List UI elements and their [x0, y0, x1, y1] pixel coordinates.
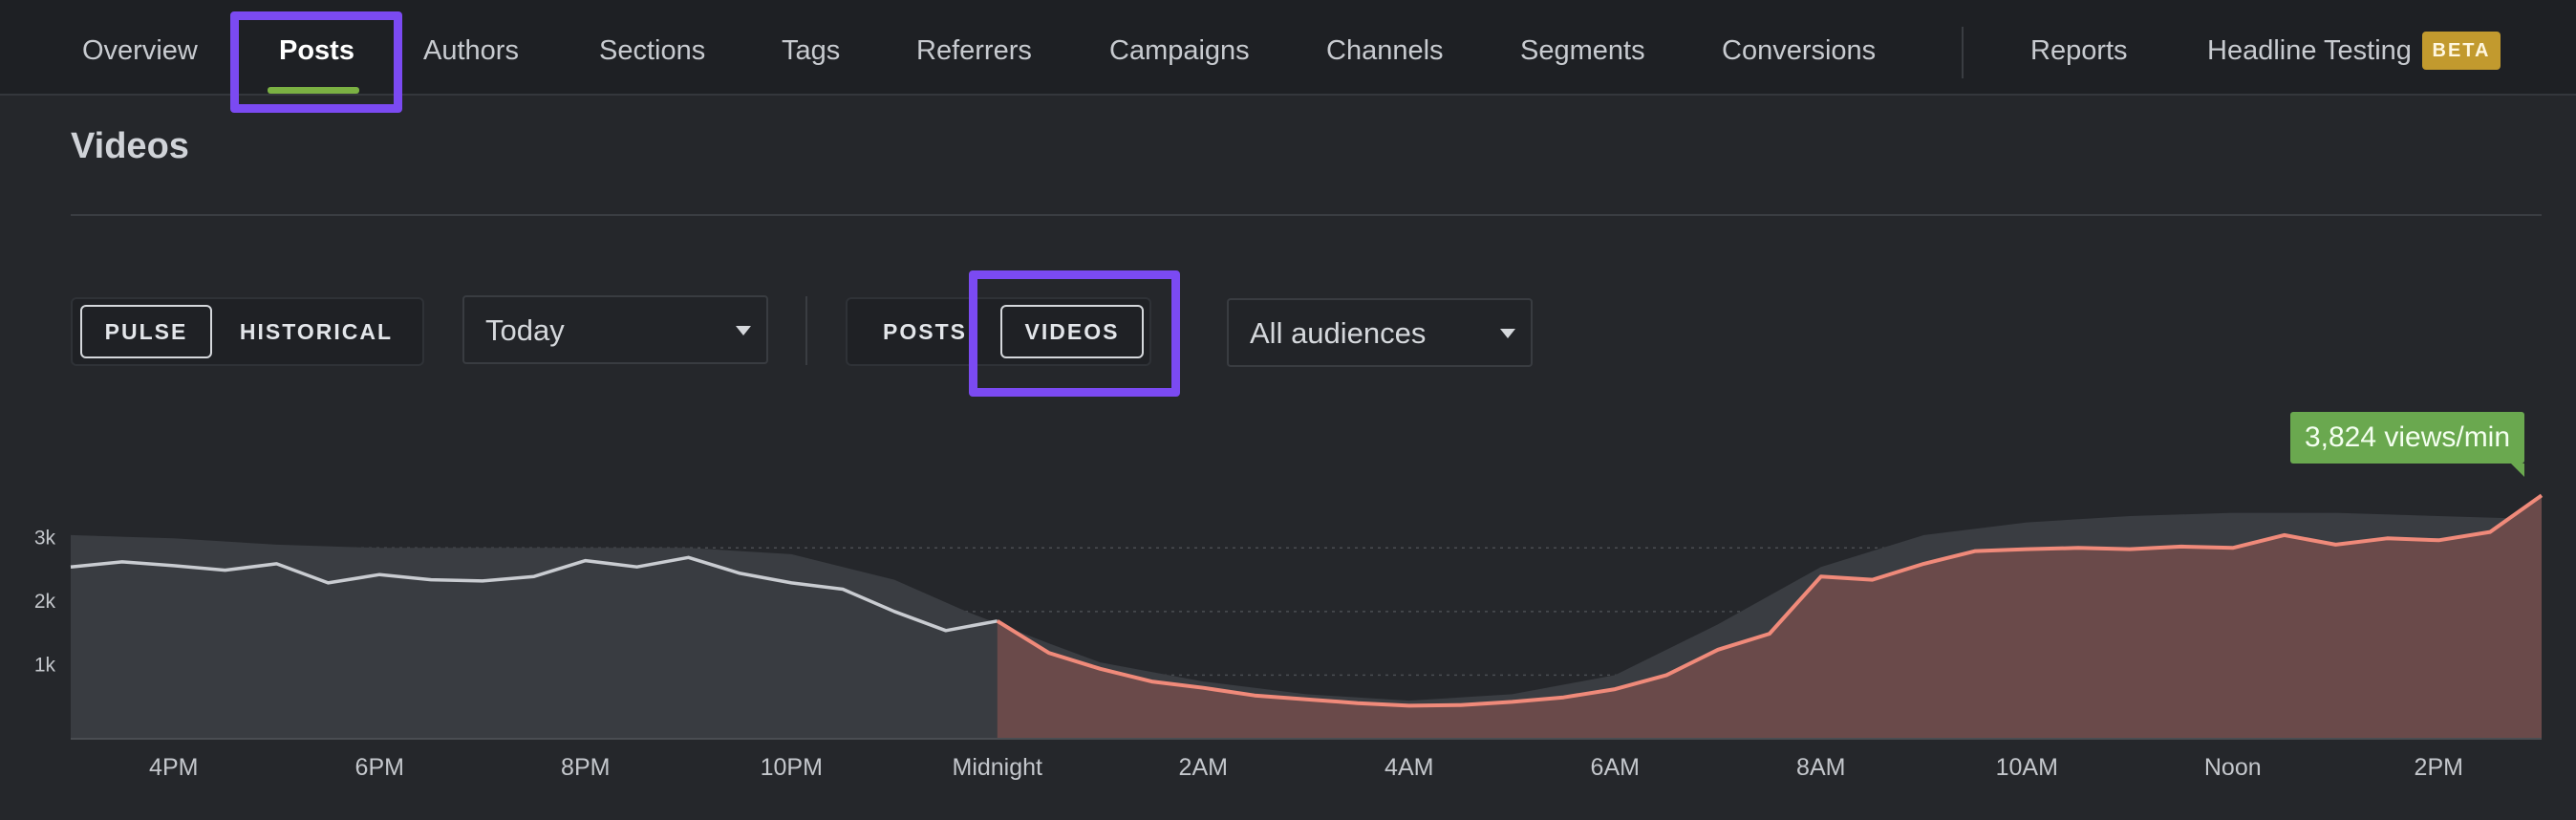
nav-tags[interactable]: Tags — [782, 35, 841, 66]
nav-conversions[interactable]: Conversions — [1722, 35, 1877, 66]
today-current-line — [996, 493, 2544, 708]
y-axis-labels: 1k 2k 3k — [34, 527, 56, 676]
x-tick-label: 10AM — [1996, 754, 2058, 781]
audience-dropdown[interactable]: All audiences — [1227, 298, 1533, 367]
nav-reports[interactable]: Reports — [2030, 35, 2128, 66]
date-dropdown-value: Today — [485, 313, 565, 347]
x-tick-label: 8AM — [1796, 754, 1845, 781]
x-tick-label: 2AM — [1179, 754, 1228, 781]
x-tick-label: 4AM — [1385, 754, 1433, 781]
x-tick-label: 10PM — [761, 754, 823, 781]
chevron-down-icon — [736, 326, 751, 335]
x-tick-label: 2PM — [2415, 754, 2463, 781]
date-dropdown[interactable]: Today — [462, 295, 768, 364]
content-toggle: POSTS VIDEOS — [846, 297, 1151, 366]
x-tick-label: 6AM — [1591, 754, 1640, 781]
today-current-area — [997, 495, 2542, 739]
x-tick-label: 8PM — [561, 754, 610, 781]
audience-dropdown-value: All audiences — [1250, 316, 1427, 350]
current-value-tooltip: 3,824 views/min — [2290, 412, 2524, 464]
videos-button[interactable]: VIDEOS — [1000, 305, 1144, 358]
x-tick-label: 4PM — [149, 754, 198, 781]
chevron-down-icon — [1500, 329, 1515, 338]
beta-badge: BETA — [2422, 32, 2501, 70]
y-tick-label: 3k — [34, 527, 56, 549]
today-past-area — [71, 557, 998, 739]
page-title: Videos — [71, 126, 189, 166]
views-chart: 1k 2k 3k 4PM 6PM 8PM 10PM Midnight 2AM 4AM 6AM 8AM… — [34, 493, 2544, 781]
controls-divider — [805, 296, 807, 365]
videos-button-highlight — [969, 270, 1180, 397]
nav-channels[interactable]: Channels — [1326, 35, 1444, 66]
top-nav: Overview Posts Authors Sections Tags Ref… — [0, 0, 2576, 96]
x-tick-label: Noon — [2204, 754, 2262, 781]
nav-overview[interactable]: Overview — [82, 35, 198, 66]
title-divider — [71, 214, 2542, 216]
y-tick-label: 2k — [34, 591, 56, 613]
x-tick-label: 6PM — [355, 754, 404, 781]
y-tick-label: 1k — [34, 654, 56, 676]
nav-headline-testing[interactable]: Headline Testing — [2207, 35, 2412, 66]
nav-campaigns[interactable]: Campaigns — [1109, 35, 1250, 66]
active-tab-underline — [268, 87, 359, 94]
nav-authors[interactable]: Authors — [423, 35, 519, 66]
tooltip-pointer — [2511, 464, 2524, 477]
nav-posts[interactable]: Posts — [279, 35, 354, 66]
today-past-line — [70, 555, 998, 633]
historical-button[interactable]: HISTORICAL — [239, 319, 394, 344]
posts-button[interactable]: POSTS — [883, 319, 967, 344]
posts-tab-highlight — [230, 11, 402, 113]
nav-segments[interactable]: Segments — [1520, 35, 1645, 66]
x-axis-labels: 4PM 6PM 8PM 10PM Midnight 2AM 4AM 6AM 8AM 10AM Noo… — [149, 754, 2463, 781]
nav-divider — [1962, 27, 1964, 78]
nav-referrers[interactable]: Referrers — [916, 35, 1032, 66]
x-tick-label: Midnight — [953, 754, 1043, 781]
pulse-button[interactable]: PULSE — [80, 305, 212, 358]
mode-toggle: PULSE HISTORICAL — [71, 297, 424, 366]
nav-sections[interactable]: Sections — [599, 35, 706, 66]
